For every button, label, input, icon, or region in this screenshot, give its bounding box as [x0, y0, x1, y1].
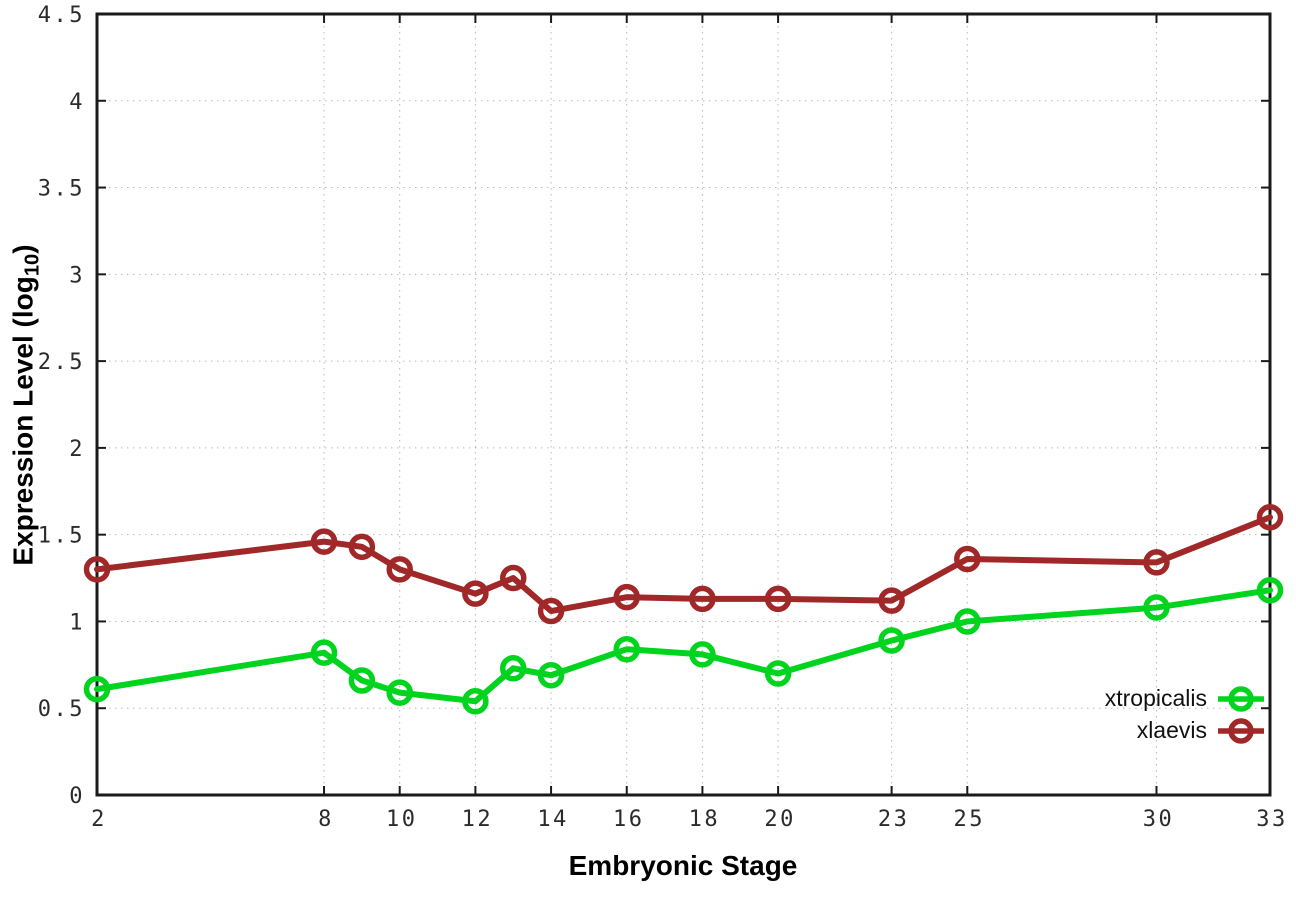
data-point-xtropicalis — [499, 655, 527, 682]
legend: xtropicalis xlaevis — [1105, 684, 1266, 745]
data-point-xlaevis — [499, 564, 527, 592]
data-point-xlaevis — [878, 587, 905, 614]
data-point-xtropicalis — [878, 627, 905, 654]
data-point-xlaevis — [83, 556, 111, 583]
data-point-xtropicalis — [310, 639, 338, 666]
x-tick-label: 12 — [462, 807, 494, 832]
data-point-xlaevis — [310, 528, 338, 555]
y-tick-label: 0.5 — [38, 697, 85, 722]
data-point-xlaevis — [613, 583, 640, 611]
y-tick-label: 0 — [69, 784, 85, 809]
data-point-xtropicalis — [462, 688, 489, 715]
data-point-xtropicalis — [83, 675, 111, 703]
data-point-xtropicalis — [386, 679, 413, 706]
data-point-xlaevis — [537, 597, 565, 625]
data-point-xlaevis — [764, 585, 792, 613]
y-tick-label: 3.5 — [38, 177, 85, 202]
x-tick-label: 8 — [318, 807, 334, 832]
legend-entry-xlaevis: xlaevis — [1137, 716, 1266, 745]
x-tick-label: 14 — [537, 807, 569, 832]
data-point-xlaevis — [462, 580, 489, 607]
x-axis-title: Embryonic Stage — [568, 850, 798, 881]
data-point-xtropicalis — [954, 608, 981, 635]
series-line-xlaevis — [94, 514, 1273, 615]
x-tick-label: 23 — [878, 807, 910, 832]
y-tick-label: 2 — [69, 437, 85, 462]
series-line-xtropicalis — [94, 587, 1273, 705]
data-point-xtropicalis — [537, 661, 565, 689]
y-axis-title-subscript: 10 — [21, 253, 44, 277]
data-point-xtropicalis — [689, 641, 716, 668]
x-tick-label: 18 — [689, 807, 721, 832]
y-tick-label: 4.5 — [38, 3, 85, 28]
x-tick-label: 25 — [954, 807, 986, 832]
data-point-xtropicalis — [1143, 594, 1170, 621]
plot-border — [95, 12, 1272, 797]
legend-marker-xtropicalis-icon — [1218, 685, 1264, 712]
x-tick-label: 33 — [1256, 807, 1288, 832]
legend-marker-xlaevis-icon — [1218, 717, 1264, 744]
y-tick-label: 1.5 — [38, 524, 85, 549]
y-axis-title-main: Expression Level (log — [7, 276, 39, 566]
data-point-xtropicalis — [764, 660, 792, 687]
data-point-xlaevis — [1256, 504, 1284, 531]
y-tick-label: 3 — [69, 263, 85, 288]
legend-label-xlaevis: xlaevis — [1136, 717, 1207, 743]
y-tick-label: 1 — [69, 610, 85, 635]
y-tick-label: 4 — [69, 90, 85, 115]
x-tick-label: 2 — [91, 807, 107, 832]
data-point-xlaevis — [348, 533, 376, 561]
legend-entry-xtropicalis: xtropicalis — [1105, 684, 1266, 713]
y-axis-title: Expression Level (log10) — [8, 244, 45, 565]
data-point-xtropicalis — [1256, 576, 1284, 604]
data-point-xlaevis — [954, 545, 981, 573]
y-tick-label: 2.5 — [38, 350, 85, 375]
legend-label-xtropicalis: xtropicalis — [1104, 685, 1207, 711]
x-tick-label: 30 — [1143, 807, 1175, 832]
y-axis-title-close: ) — [7, 244, 39, 254]
data-point-xlaevis — [386, 556, 413, 583]
x-tick-label: 16 — [613, 807, 645, 832]
data-point-xlaevis — [1143, 549, 1170, 576]
data-point-xtropicalis — [348, 667, 376, 694]
x-tick-label: 10 — [386, 807, 418, 832]
data-point-xlaevis — [689, 585, 716, 613]
x-tick-label: 20 — [764, 807, 796, 832]
data-point-xtropicalis — [613, 635, 640, 663]
